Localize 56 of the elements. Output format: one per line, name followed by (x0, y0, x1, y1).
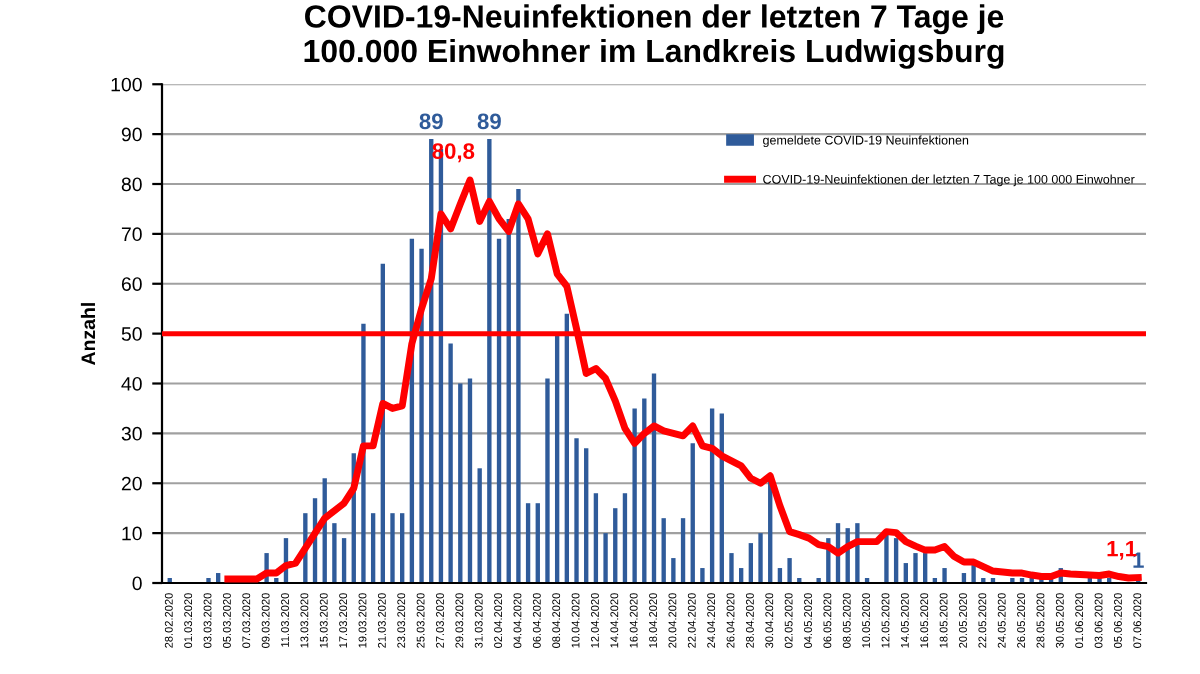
data-label: 89 (477, 113, 501, 130)
bar (680, 518, 686, 584)
bar (613, 508, 618, 584)
bar (400, 513, 405, 584)
bar (448, 343, 453, 584)
bar (554, 333, 560, 584)
bar (661, 518, 666, 584)
y-tick-label: 90 (121, 127, 142, 142)
bar (729, 553, 734, 584)
bar (458, 383, 463, 584)
bar (390, 513, 395, 584)
y-tick-label: 50 (121, 327, 142, 341)
bar (622, 493, 628, 584)
bar (525, 503, 531, 584)
bar (564, 313, 570, 584)
bar (584, 448, 589, 584)
bar (477, 468, 482, 584)
y-tick-label: 40 (121, 376, 142, 391)
bar (603, 533, 608, 584)
data-label: 89 (419, 113, 443, 130)
data-label: 1,1 (1107, 540, 1137, 560)
y-tick-label: 80 (121, 177, 142, 192)
y-tick-label: 60 (121, 277, 142, 291)
bar (632, 408, 637, 584)
bar (467, 378, 473, 584)
bar (487, 139, 492, 584)
bar (1010, 578, 1015, 584)
y-tick-label: 20 (121, 476, 142, 491)
bar (574, 438, 579, 584)
bar (758, 533, 763, 584)
bar (535, 503, 540, 584)
bar (884, 533, 889, 584)
bar (516, 188, 521, 584)
bar (671, 558, 676, 584)
bar (690, 443, 695, 584)
bar (816, 578, 821, 584)
y-axis-title: Anzahl (80, 303, 96, 366)
y-tick-label: 0 (132, 576, 142, 591)
chart-title: COVID-19-Neuinfektionen der letzten 7 Tage je 100.000 Einwohner im Landkreis Ludwigsburg (304, 4, 1004, 69)
bar (496, 238, 502, 584)
bar (748, 543, 754, 584)
bar (332, 523, 337, 584)
y-tick-label: 30 (121, 426, 142, 441)
bar (341, 538, 347, 584)
bar (370, 513, 376, 584)
y-tick-label: 10 (122, 526, 142, 541)
y-tick-label: 100 (111, 77, 142, 92)
bar (942, 568, 947, 584)
bar (913, 553, 918, 584)
bar (593, 493, 599, 584)
bar (700, 568, 705, 584)
bar (787, 558, 792, 584)
bar (545, 378, 550, 584)
y-tick-label: 70 (121, 227, 142, 242)
bar (206, 578, 211, 584)
bar (419, 248, 424, 584)
